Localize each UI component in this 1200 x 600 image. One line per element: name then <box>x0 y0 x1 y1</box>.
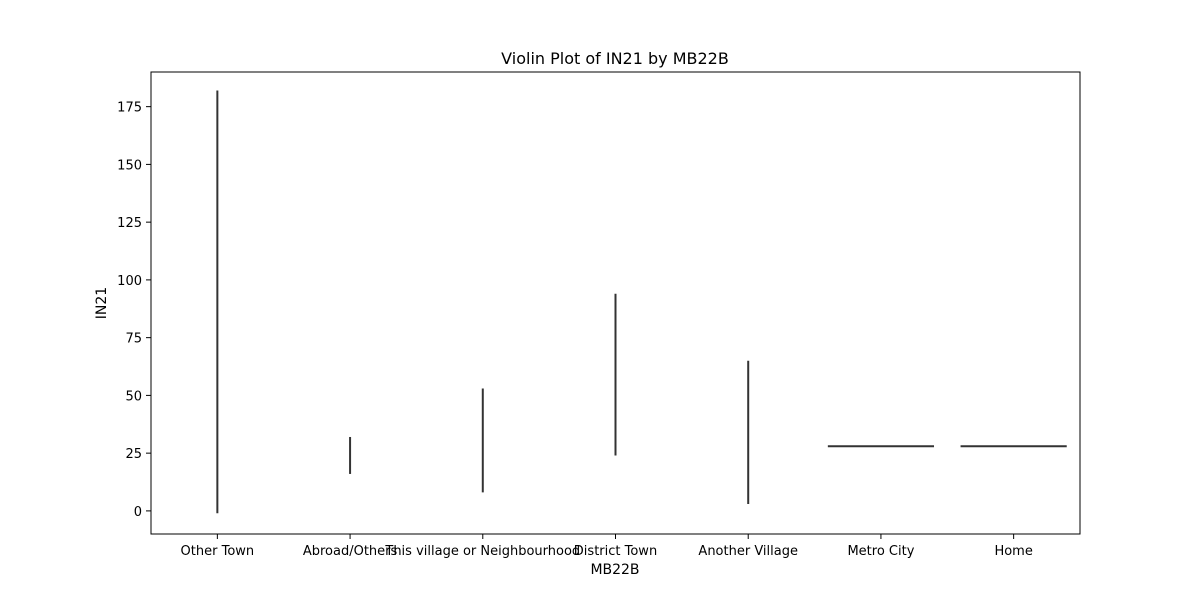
y-axis: 0 25 50 75 100 125 150 175 <box>117 101 151 520</box>
x-tick-label: Metro City <box>847 544 914 559</box>
y-tick-label: 125 <box>117 216 142 231</box>
x-tick-label: District Town <box>574 544 657 559</box>
y-tick-label: 100 <box>117 274 142 289</box>
x-tick-label: Another Village <box>698 544 798 559</box>
y-axis-label: IN21 <box>94 287 110 319</box>
x-axis-label: MB22B <box>590 562 639 578</box>
y-tick-label: 150 <box>117 158 142 173</box>
y-tick-label: 50 <box>125 389 142 404</box>
violin-marks <box>216 90 1067 514</box>
y-tick-label: 175 <box>117 101 142 116</box>
x-tick-label: Abroad/Others <box>303 544 398 559</box>
y-tick-label: 75 <box>125 332 142 347</box>
y-tick-label: 25 <box>125 447 142 462</box>
x-tick-label: Other Town <box>181 544 255 559</box>
x-tick-label: This village or Neighbourhood <box>384 544 580 559</box>
chart-title: Violin Plot of IN21 by MB22B <box>501 49 729 68</box>
x-tick-label: Home <box>994 544 1032 559</box>
y-tick-label: 0 <box>134 505 142 520</box>
